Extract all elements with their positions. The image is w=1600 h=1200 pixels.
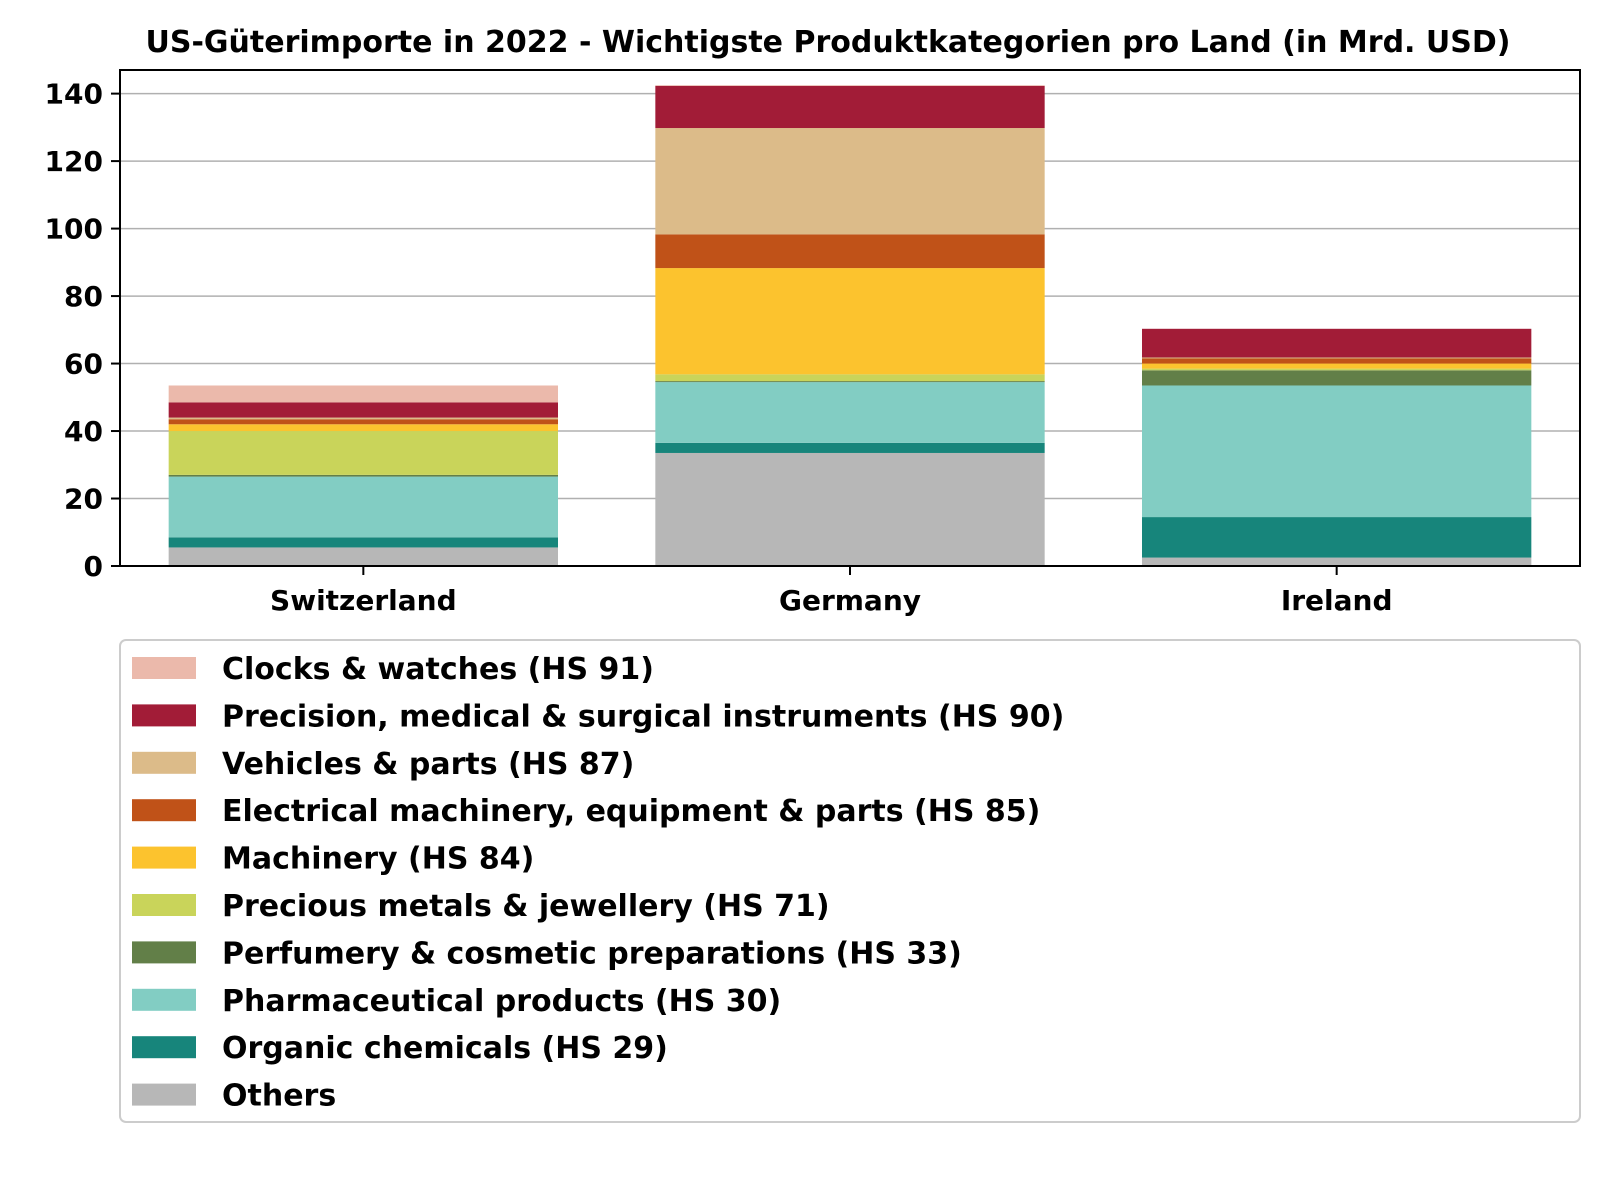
y-tick-label: 120	[45, 145, 103, 178]
bar-segment	[168, 431, 558, 475]
legend-swatch	[132, 1036, 196, 1059]
bar-segment	[1142, 328, 1532, 358]
legend-swatch	[132, 799, 196, 822]
bar-segment	[168, 402, 558, 418]
legend-label: Organic chemicals (HS 29)	[222, 1031, 668, 1066]
bar-segment	[655, 381, 1045, 383]
x-tick-label: Switzerland	[270, 584, 457, 617]
legend-label: Others	[222, 1079, 336, 1114]
legend-swatch	[132, 1083, 196, 1106]
y-tick-label: 40	[64, 415, 103, 448]
x-tick-label: Germany	[779, 584, 921, 617]
bar-segment	[1142, 357, 1532, 359]
bars-layer	[168, 85, 1532, 566]
y-tick-label: 100	[45, 213, 103, 246]
bar-segment	[655, 234, 1045, 269]
axis-layer: 0 20 40 60 80 100 120 140 Switzerland Germany Irel…	[45, 78, 1393, 617]
bar-segment	[168, 385, 558, 403]
bar-segment	[655, 85, 1045, 129]
bar-segment	[1142, 358, 1532, 364]
chart-title: US-Güterimporte in 2022 - Wichtigste Pro…	[146, 25, 1511, 60]
bar-segment	[168, 476, 558, 538]
bar-segment	[1142, 363, 1532, 369]
bar-segment	[655, 442, 1045, 453]
bar-segment	[655, 452, 1045, 566]
bar-segment	[1142, 370, 1532, 386]
y-tick-label: 140	[45, 78, 103, 111]
bar-segment	[655, 128, 1045, 235]
legend-swatch	[132, 941, 196, 964]
bar-segment	[655, 85, 1045, 86]
y-tick-label: 0	[84, 550, 103, 583]
legend-label: Pharmaceutical products (HS 30)	[222, 984, 781, 1019]
legend-swatch	[132, 751, 196, 774]
legend-swatch	[132, 657, 196, 679]
bar-segment	[1142, 385, 1532, 518]
bar-segment	[655, 382, 1045, 443]
bar-segment	[168, 474, 558, 477]
legend-frame	[119, 639, 1581, 1123]
legend-label: Machinery (HS 84)	[222, 842, 534, 877]
legend-label: Precision, medical & surgical instrument…	[222, 699, 1064, 734]
bar-segment	[655, 268, 1045, 375]
legend-label: Clocks & watches (HS 91)	[222, 652, 654, 687]
legend-label: Vehicles & parts (HS 87)	[222, 747, 634, 782]
legend-label: Perfumery & cosmetic preparations (HS 33…	[222, 936, 962, 971]
x-tick-label: Ireland	[1281, 584, 1393, 617]
bar-segment	[1142, 368, 1532, 371]
bar-segment	[168, 537, 558, 548]
bar-segment	[168, 547, 558, 566]
legend-swatch	[132, 704, 196, 727]
bar-segment	[168, 417, 558, 420]
legend-swatch	[132, 846, 196, 869]
bar-segment	[655, 374, 1045, 382]
bar-segment	[168, 424, 558, 432]
bar-segment	[1142, 557, 1532, 566]
legend-label: Electrical machinery, equipment & parts …	[222, 794, 1040, 829]
legend-label: Precious metals & jewellery (HS 71)	[222, 889, 830, 924]
y-tick-label: 20	[64, 483, 103, 516]
y-tick-label: 80	[64, 280, 103, 313]
legend-swatch	[132, 894, 196, 916]
bar-segment	[168, 419, 558, 425]
y-tick-label: 60	[64, 348, 103, 381]
bar-segment	[1142, 517, 1532, 558]
legend: Clocks & watches (HS 91) Precision, medic…	[119, 639, 1581, 1123]
legend-swatch	[132, 988, 196, 1011]
